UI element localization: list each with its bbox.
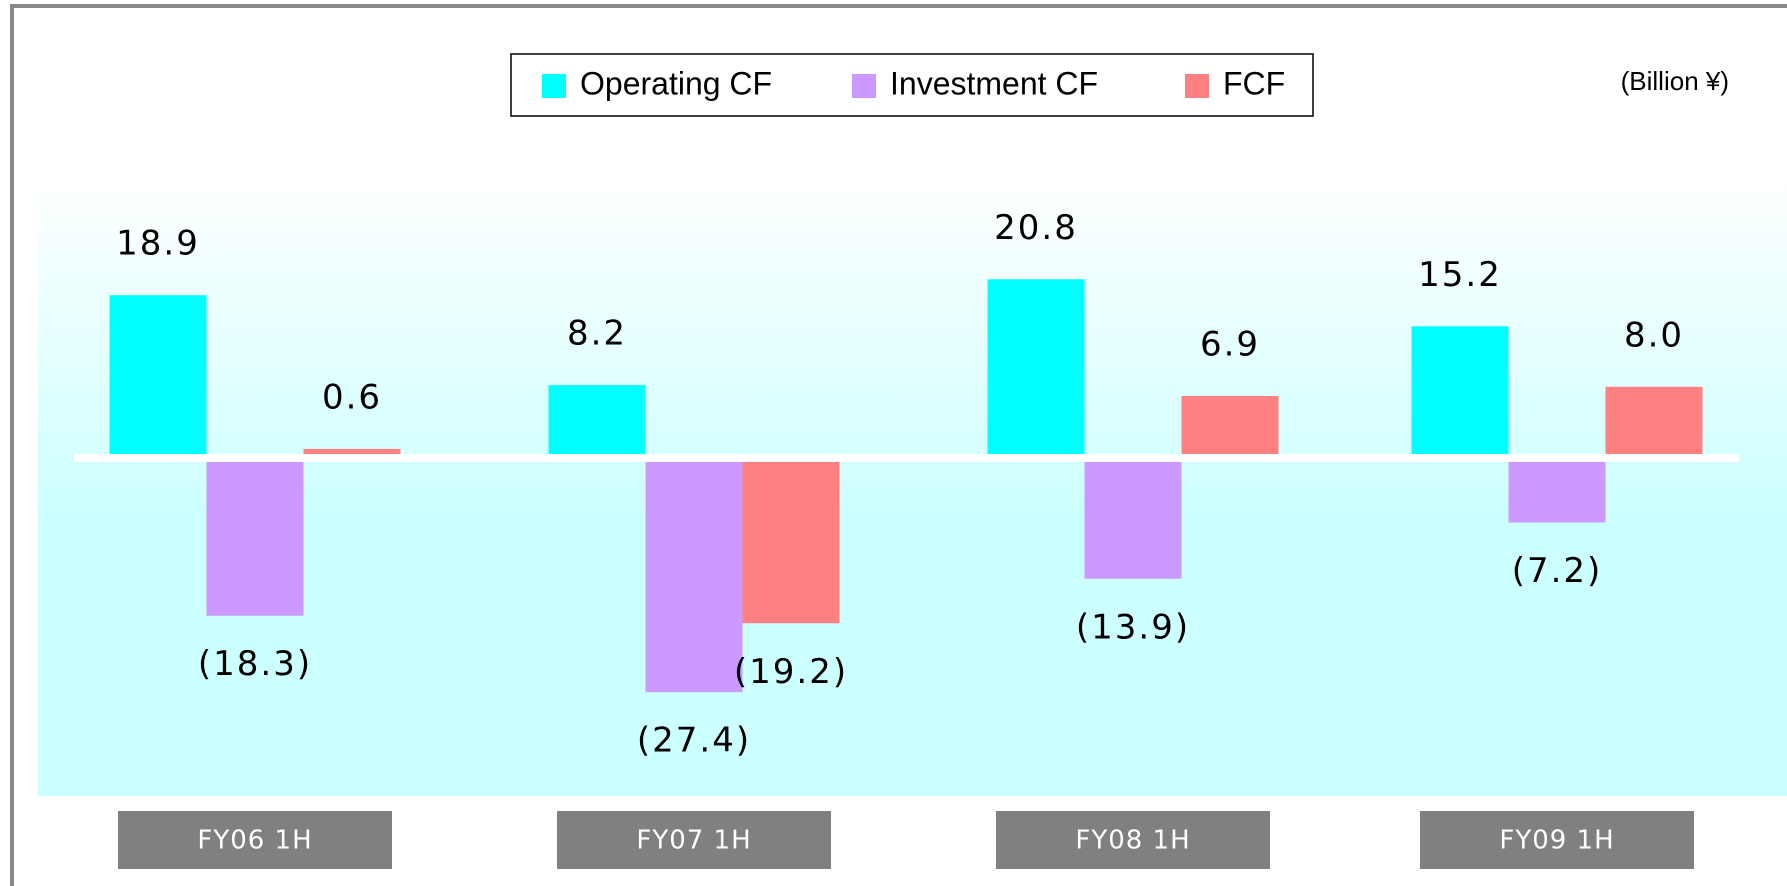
zero-band (74, 454, 1739, 462)
value-label: (13.9) (1076, 607, 1190, 647)
value-label: 8.2 (567, 314, 627, 354)
legend-swatch (542, 74, 566, 98)
bar (206, 462, 304, 616)
bar (548, 385, 646, 454)
bar (1411, 326, 1509, 454)
legend-label: Operating CF (580, 65, 772, 101)
value-label: 20.8 (994, 208, 1078, 248)
bar (645, 462, 743, 693)
value-label: (7.2) (1512, 551, 1603, 591)
legend-swatch (1185, 74, 1209, 98)
x-tick-label: FY08 1H (1075, 826, 1190, 856)
legend-box (510, 53, 1314, 117)
bar (1508, 462, 1606, 523)
value-label: 0.6 (322, 377, 382, 417)
bar (1605, 386, 1703, 454)
frame (10, 4, 1787, 886)
bar (1181, 396, 1279, 454)
category-box (996, 811, 1270, 869)
bar (742, 462, 840, 624)
value-label: 18.9 (116, 224, 200, 264)
value-label: 6.9 (1200, 325, 1260, 365)
x-tick-label: FY09 1H (1499, 826, 1614, 856)
value-label: (27.4) (637, 721, 751, 761)
bar (303, 448, 401, 454)
unit-label: (Billion ¥) (1621, 66, 1729, 96)
legend-label: FCF (1223, 65, 1285, 101)
plot-area (38, 177, 1787, 796)
value-label: 8.0 (1624, 315, 1684, 355)
x-tick-label: FY06 1H (197, 826, 312, 856)
value-label: (18.3) (198, 644, 312, 684)
category-box (557, 811, 831, 869)
bar (987, 279, 1085, 454)
bar (109, 295, 207, 454)
category-box (118, 811, 392, 869)
bar (1084, 462, 1182, 579)
x-tick-label: FY07 1H (636, 826, 751, 856)
legend-swatch (852, 74, 876, 98)
value-label: 15.2 (1418, 255, 1502, 295)
legend-label: Investment CF (890, 65, 1098, 101)
category-box (1420, 811, 1694, 869)
value-label: (19.2) (734, 652, 848, 692)
